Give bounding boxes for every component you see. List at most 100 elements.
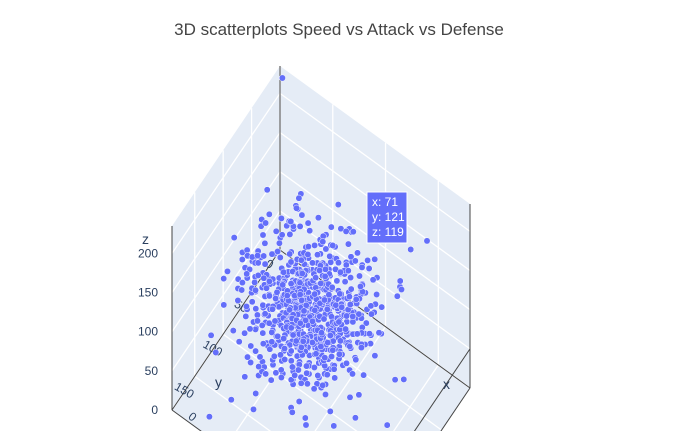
data-point xyxy=(296,291,304,299)
data-point xyxy=(297,379,305,387)
data-point xyxy=(241,373,249,381)
data-point xyxy=(298,211,306,219)
grid-x-floor xyxy=(392,364,439,431)
data-point xyxy=(259,329,267,337)
data-point xyxy=(322,245,330,253)
data-point xyxy=(337,268,344,276)
wall-x0 xyxy=(172,66,280,410)
data-point xyxy=(271,317,279,325)
data-point xyxy=(303,380,311,388)
data-point xyxy=(344,240,352,248)
data-point xyxy=(297,256,305,264)
data-point xyxy=(273,288,281,296)
data-point xyxy=(255,363,263,371)
data-point xyxy=(364,256,372,264)
data-point xyxy=(227,396,235,404)
data-point xyxy=(243,303,250,310)
data-point xyxy=(346,393,354,401)
data-point xyxy=(263,284,270,292)
data-point xyxy=(283,292,291,300)
data-point xyxy=(272,295,280,302)
data-point xyxy=(371,352,379,360)
data-point xyxy=(325,291,333,299)
data-point xyxy=(247,342,255,350)
data-point xyxy=(280,268,288,276)
grid-x-floor xyxy=(314,326,387,431)
data-point xyxy=(253,311,261,319)
data-point xyxy=(326,407,334,415)
data-point xyxy=(287,280,295,288)
data-point xyxy=(252,347,260,355)
data-point xyxy=(338,303,346,311)
data-point xyxy=(238,256,246,263)
data-point xyxy=(212,349,220,356)
data-point xyxy=(346,342,354,350)
data-point xyxy=(347,253,355,261)
data-point xyxy=(261,239,269,247)
data-point xyxy=(355,310,363,318)
data-point xyxy=(287,218,295,225)
data-point xyxy=(269,305,276,313)
data-point xyxy=(259,231,267,239)
data-point xyxy=(360,371,368,379)
data-point xyxy=(334,201,342,209)
data-point xyxy=(287,324,295,332)
z-tick-label: 200 xyxy=(138,246,158,260)
data-point xyxy=(342,261,350,269)
data-point xyxy=(323,371,331,379)
data-point xyxy=(270,352,278,360)
data-point xyxy=(280,335,288,342)
data-point xyxy=(309,317,316,325)
data-point xyxy=(288,363,296,371)
data-point xyxy=(303,362,310,370)
z-tick-label: 150 xyxy=(138,286,158,300)
data-point xyxy=(311,241,319,249)
data-point xyxy=(335,350,343,358)
y-axis-title: y xyxy=(215,374,222,390)
data-point xyxy=(279,281,287,289)
data-point xyxy=(205,413,213,421)
data-point xyxy=(272,369,280,377)
data-point xyxy=(268,328,276,336)
data-point xyxy=(281,356,289,363)
data-point xyxy=(292,337,300,345)
data-point xyxy=(357,344,365,352)
data-point xyxy=(298,270,306,277)
data-point xyxy=(311,306,319,314)
data-point xyxy=(333,277,341,285)
data-point xyxy=(287,357,295,365)
data-point xyxy=(254,317,261,325)
data-point xyxy=(345,293,353,301)
data-point xyxy=(323,305,331,313)
data-point xyxy=(330,422,338,430)
data-point xyxy=(327,223,335,231)
data-point xyxy=(378,303,386,311)
data-point xyxy=(352,356,360,364)
data-point xyxy=(342,325,350,333)
data-point xyxy=(267,376,275,384)
hover-tooltip: x: 71 y: 121 z: 119 xyxy=(366,191,408,244)
data-point xyxy=(298,296,306,304)
data-point xyxy=(346,301,354,308)
data-point xyxy=(296,222,304,230)
data-points xyxy=(205,74,431,430)
data-point xyxy=(328,353,336,360)
data-point xyxy=(347,274,355,282)
data-point xyxy=(304,243,312,251)
data-point xyxy=(302,421,310,429)
data-point xyxy=(265,277,273,285)
data-point xyxy=(293,204,300,212)
data-point xyxy=(369,276,377,284)
data-point xyxy=(321,272,329,280)
z-axis-title: z xyxy=(142,231,149,247)
edge-floor-front-x xyxy=(440,387,471,431)
data-point xyxy=(317,279,325,287)
data-point xyxy=(234,297,242,304)
data-point xyxy=(326,332,334,339)
data-point xyxy=(400,375,408,383)
data-point xyxy=(375,329,383,337)
data-point xyxy=(351,257,359,265)
data-point xyxy=(272,227,280,235)
grid-y-floor xyxy=(194,375,272,431)
